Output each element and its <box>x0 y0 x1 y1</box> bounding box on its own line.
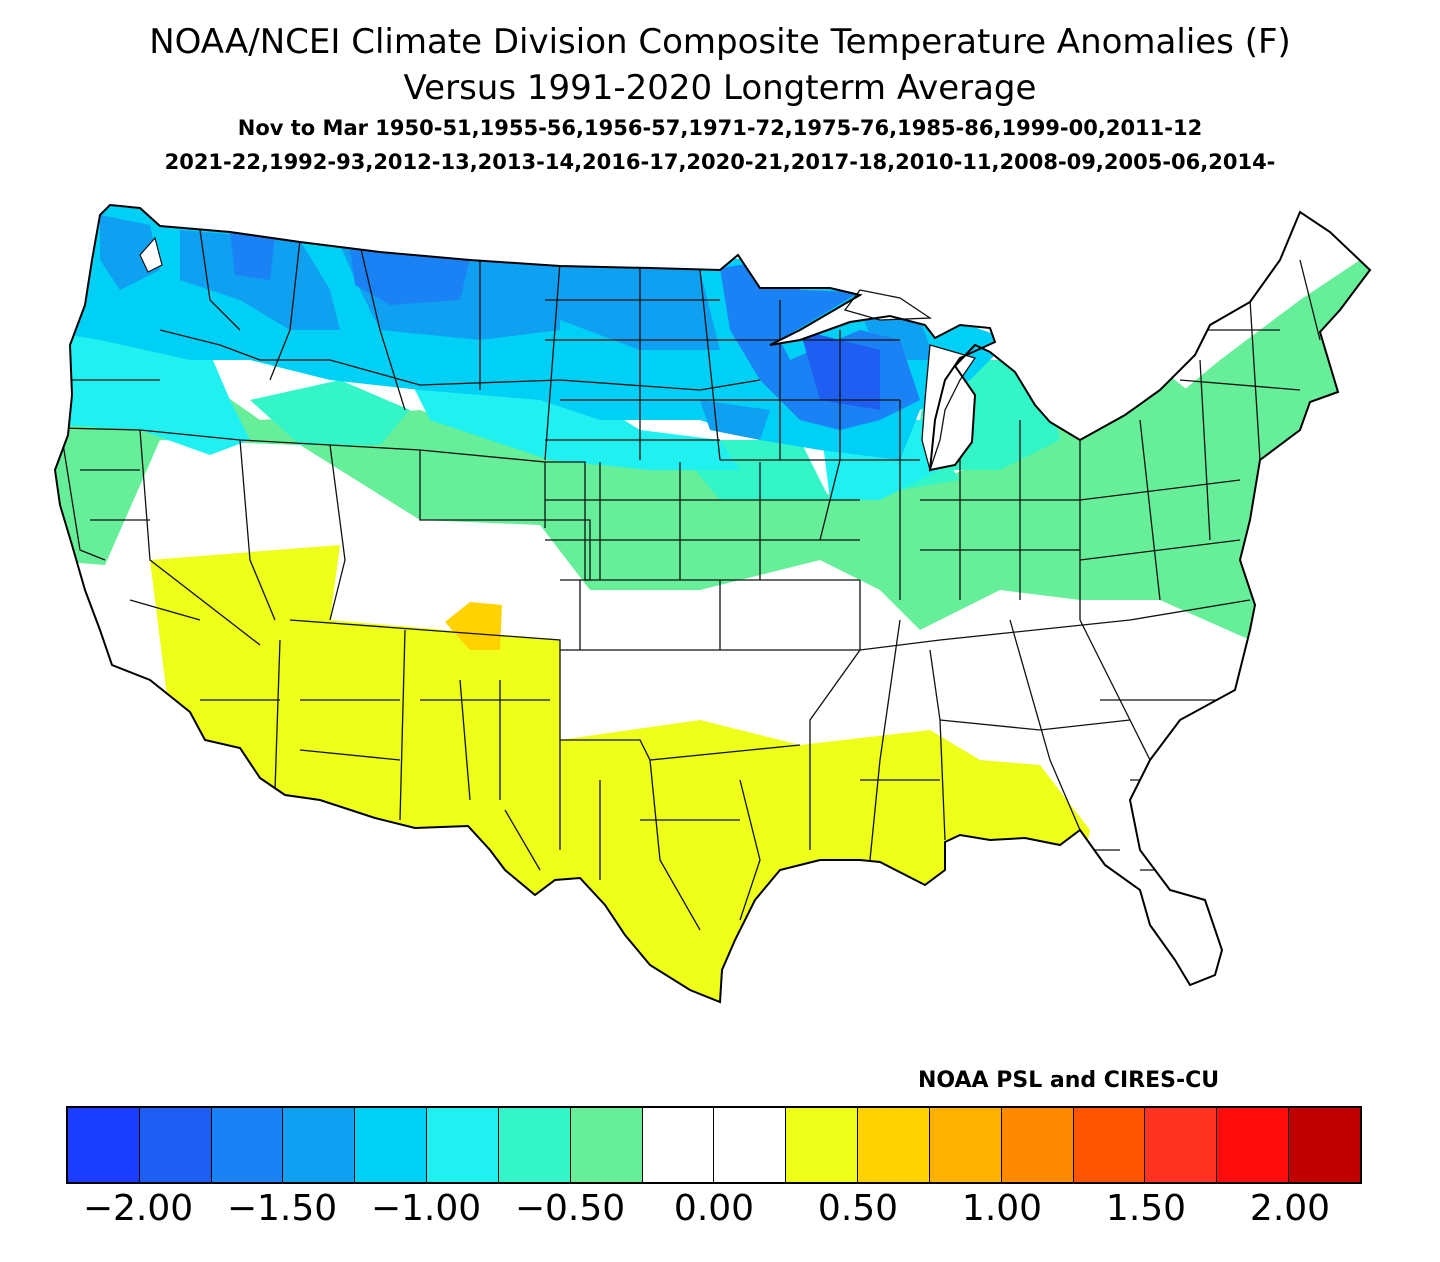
colorbar-cell <box>570 1108 643 1182</box>
composite-years-line1: Nov to Mar 1950-51,1955-56,1956-57,1971-… <box>237 116 1203 140</box>
colorbar-tick-label: −2.00 <box>82 1188 194 1229</box>
colorbar-tick-label: 1.50 <box>1105 1188 1187 1229</box>
colorbar-tick-label: 2.00 <box>1249 1188 1331 1229</box>
colorbar-cell <box>283 1108 356 1182</box>
division-boundaries <box>59 229 1321 931</box>
conus-outline <box>53 203 1372 1004</box>
colorbar-tick-label: 1.00 <box>961 1188 1043 1229</box>
colorbar-cell <box>498 1108 571 1182</box>
colorbar-tick-label: −0.50 <box>514 1188 626 1229</box>
colorbar <box>66 1106 1362 1184</box>
map-title-line2: Versus 1991-2020 Longterm Average <box>403 68 1037 108</box>
us-climate-division-map <box>53 203 1372 1004</box>
puget-sound <box>139 236 163 273</box>
colorbar-cell <box>68 1108 140 1182</box>
credit-label: NOAA PSL and CIRES-CU <box>918 1068 1220 1093</box>
colorbar-cell <box>1001 1108 1074 1182</box>
colorbar-cell <box>139 1108 212 1182</box>
colorbar-cell <box>1145 1108 1218 1182</box>
colorbar-cell <box>786 1108 859 1182</box>
colorbar-cell <box>1217 1108 1290 1182</box>
composite-years-line2: 2021-22,1992-93,2012-13,2013-14,2016-17,… <box>164 150 1276 174</box>
colorbar-tick-label: −1.00 <box>370 1188 482 1229</box>
colorbar-cell <box>714 1108 787 1182</box>
colorbar-tick-label: 0.00 <box>673 1188 755 1229</box>
colorbar-tick-labels: −2.00 −1.50 −1.00 −0.50 0.00 0.50 1.00 1.50 2.00 <box>0 1184 1440 1234</box>
colorbar-cell <box>858 1108 930 1182</box>
colorbar-cell <box>1289 1108 1360 1182</box>
colorbar-cell <box>1073 1108 1146 1182</box>
map-title: NOAA/NCEI Climate Division Composite Tem… <box>149 22 1291 62</box>
colorbar-cell <box>355 1108 428 1182</box>
colorbar-tick-label: −1.50 <box>226 1188 338 1229</box>
colorbar-cell <box>642 1108 715 1182</box>
colorbar-cell <box>427 1108 499 1182</box>
colorbar-tick-label: 0.50 <box>817 1188 899 1229</box>
colorbar-cell <box>929 1108 1002 1182</box>
colorbar-cell <box>211 1108 284 1182</box>
